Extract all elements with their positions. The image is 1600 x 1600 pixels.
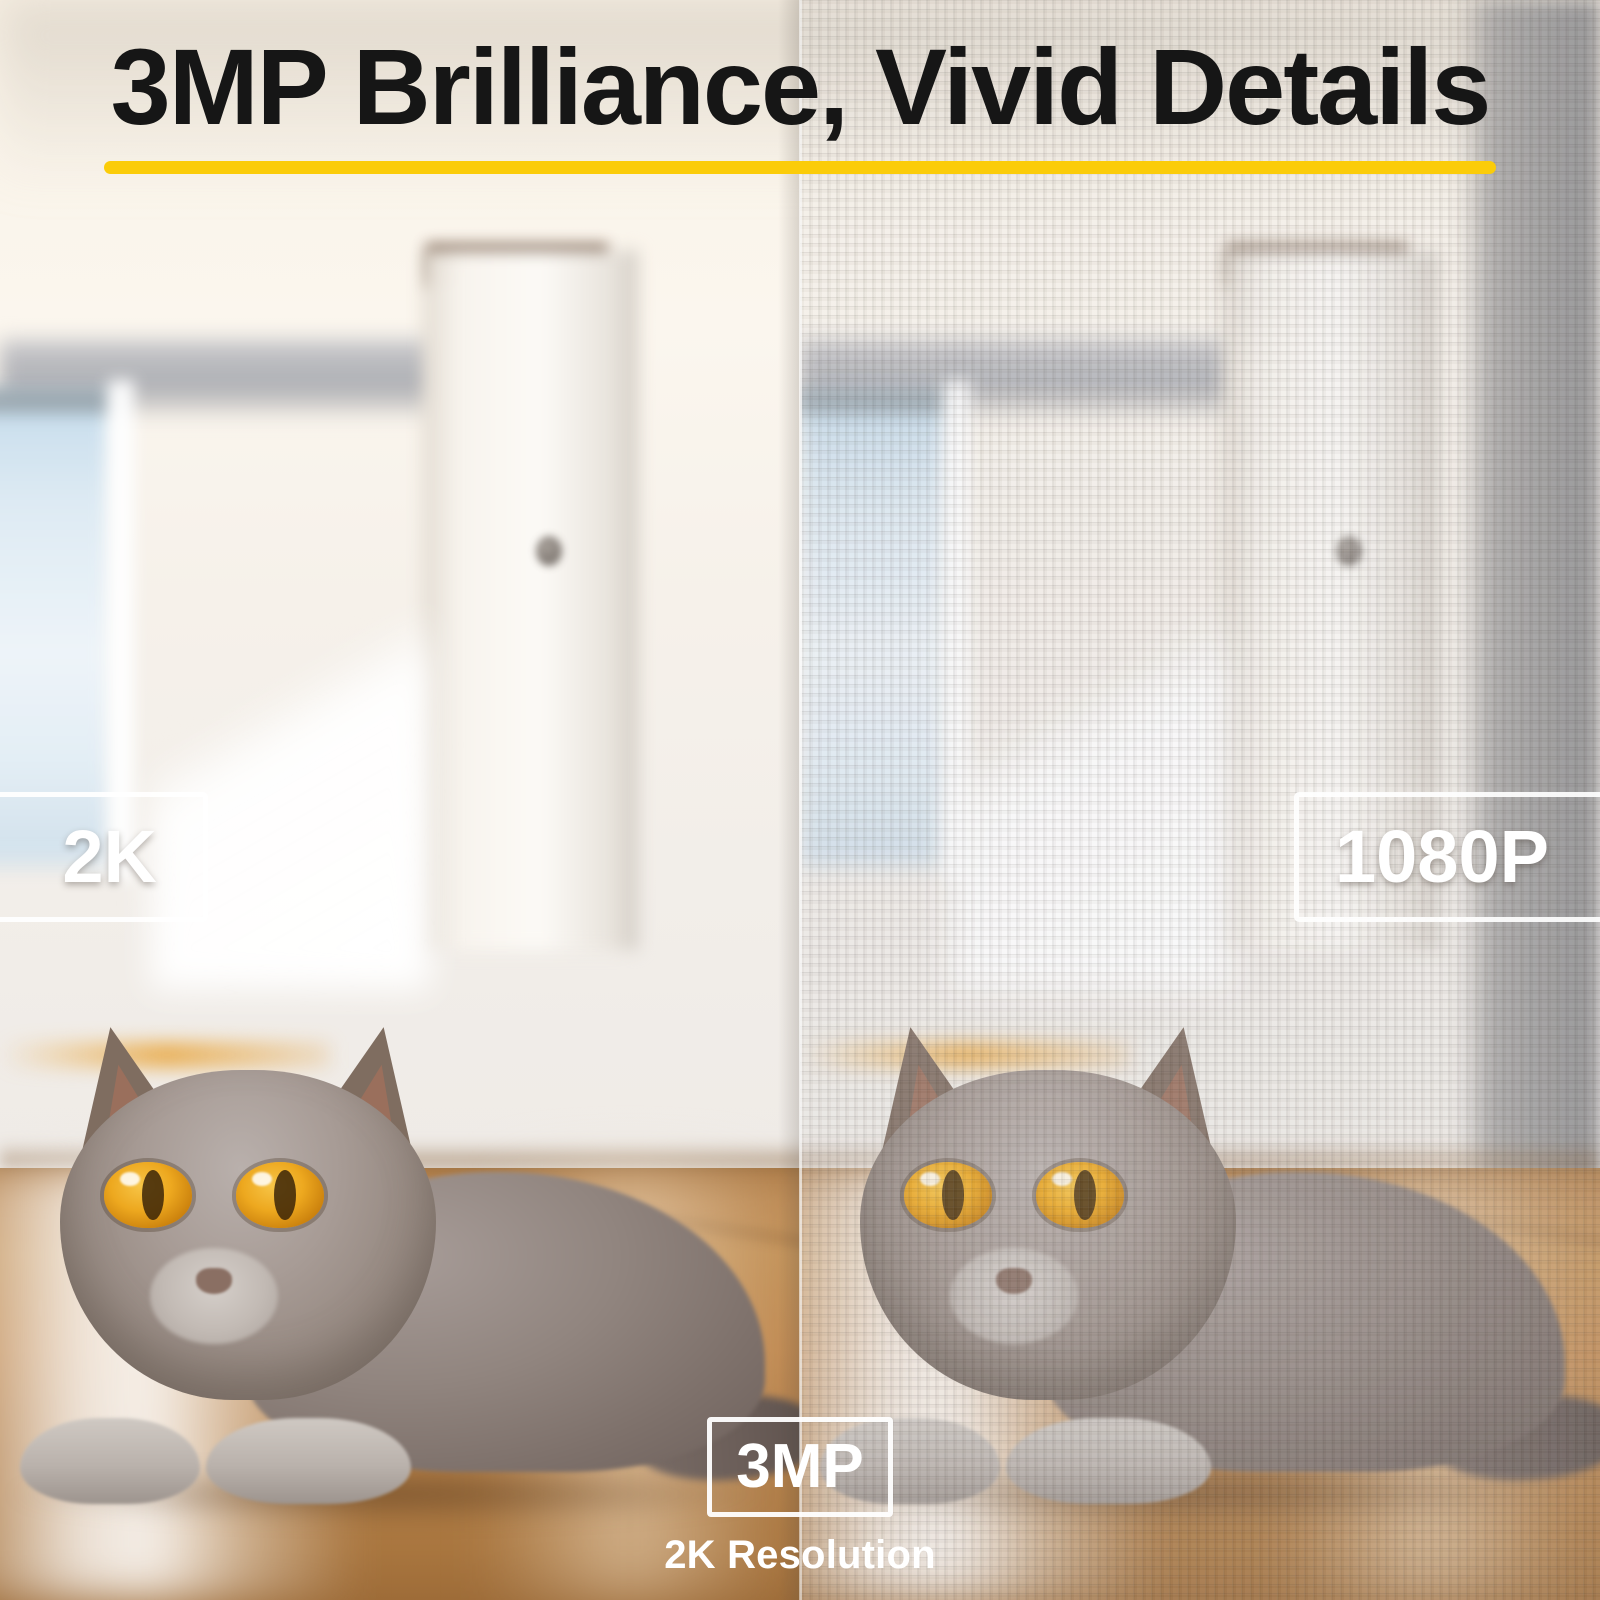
label-1080p-badge: 1080P [1294,792,1600,922]
headline-underline [104,161,1496,175]
cat-pupil-left [142,1170,164,1220]
cat-muzzle [950,1248,1078,1344]
cat-eye-glint-right [252,1172,272,1186]
cat-eye-glint-left [120,1172,140,1186]
split-shadow [778,0,800,1600]
resolution-caption: 2K Resolution [664,1533,936,1577]
megapixel-badge-text: 3MP [736,1432,864,1501]
door-knob [536,536,562,566]
cat-nose [196,1268,232,1294]
door-column [422,250,638,950]
scene-sharp [0,0,800,1600]
comparison-half-2k [0,0,800,1600]
door-knob [1336,536,1362,566]
cat-pupil-right [1074,1170,1096,1220]
cat-eye-glint-left [920,1172,940,1186]
cat-subject [0,1016,800,1600]
cat-head [860,1070,1236,1400]
sunlight-wedge [950,560,1230,990]
scene-pixelated [800,0,1600,1600]
right-grey-wall [1460,0,1600,1312]
window [800,395,950,865]
label-1080p-text: 1080P [1335,815,1549,898]
baseboard-warm-strip [0,1042,330,1068]
cat-subject [800,1016,1600,1600]
door-column [1222,250,1438,950]
cat-head [60,1070,436,1400]
ceiling-shadow [0,0,800,190]
comparison-divider [799,0,802,1600]
cat-nose [996,1268,1032,1294]
cat-eye-glint-right [1052,1172,1072,1186]
footer-badge-block: 3MP 2K Resolution [0,1417,1600,1578]
cat-paw-left [20,1418,200,1504]
cat-pupil-right [274,1170,296,1220]
label-2k-text: 2K [62,815,157,898]
cat-muzzle [150,1248,278,1344]
window [0,395,114,865]
headline-block: 3MP Brilliance, Vivid Details [0,26,1600,175]
cat-paw-right [1006,1418,1211,1504]
cat-paw-left [820,1418,1000,1504]
sunlight-wedge [150,560,430,990]
baseboard-warm-strip [800,1042,1130,1068]
page-title: 3MP Brilliance, Vivid Details [110,26,1492,147]
cat-paw-right [206,1418,411,1504]
label-2k-badge: 2K [0,792,208,922]
cat-pupil-left [942,1170,964,1220]
window-header [0,388,114,414]
megapixel-badge: 3MP [707,1417,893,1517]
window-header [800,388,950,414]
